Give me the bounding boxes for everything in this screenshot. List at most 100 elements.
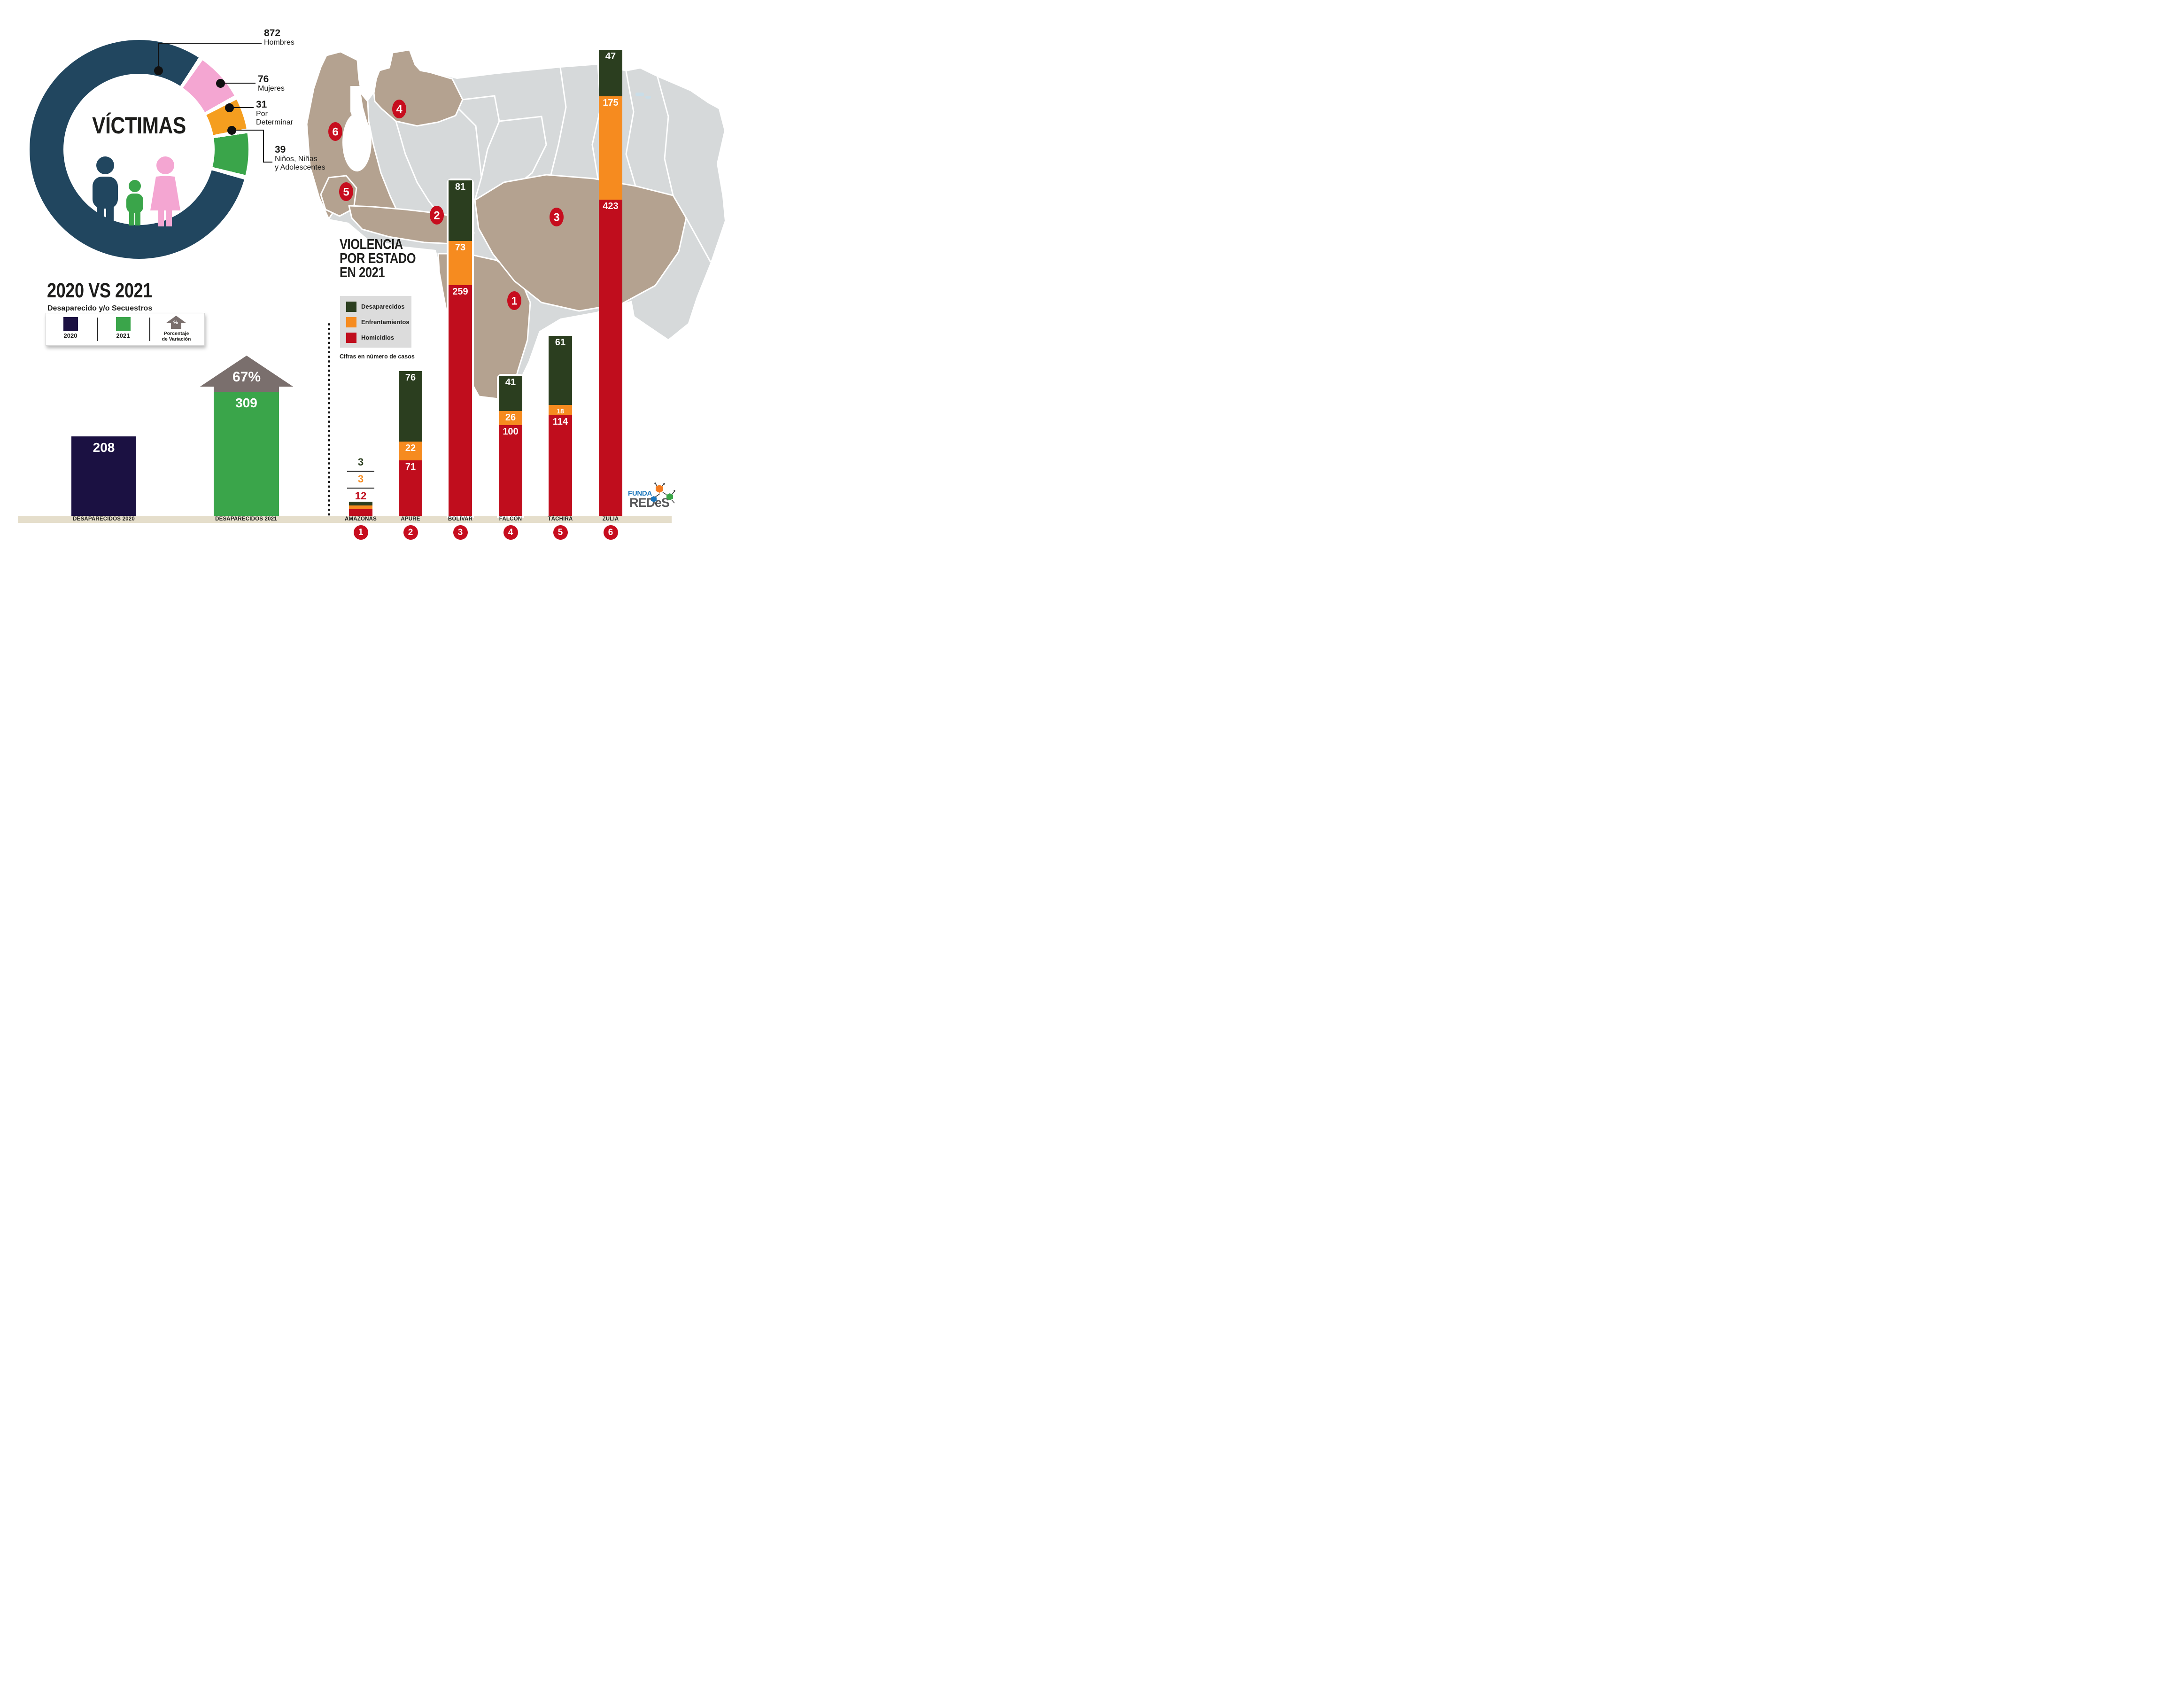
variation-label: Porcentaje de Variación	[162, 331, 191, 342]
child-icon	[126, 180, 143, 225]
man-icon	[93, 156, 118, 226]
axis-strip	[18, 516, 672, 523]
section-divider-dotted	[328, 323, 330, 516]
map-marker-zulia: 6	[328, 122, 342, 141]
map-marker-amazonas: 1	[507, 291, 521, 310]
segment-value: 81	[455, 182, 466, 192]
segment-homicidios-bolívar: 259	[449, 285, 472, 516]
state-bars-container: 3 3 12 AMAZONAS 1 76 22 71 APURE 2 81 73 259 BOLÍVAR 3…	[0, 0, 728, 564]
segment-value: 26	[505, 412, 516, 423]
segment-desaparecidos-falcón: 41	[499, 376, 522, 411]
segment-value: 71	[405, 462, 416, 472]
map-marker-bolivar: 3	[550, 208, 564, 226]
comparison-legend-card: 2020 2021 % Porcentaje de Variación	[46, 313, 205, 346]
segment-value: 18	[557, 407, 564, 415]
strip-marker-táchira: 5	[553, 525, 568, 540]
segment-homicidios-apure: 71	[399, 460, 422, 516]
segment-enfrentamientos-amazonas	[349, 505, 372, 509]
legend-label-2021: 2021	[116, 332, 130, 339]
legend-label-enfrentamientos: Enfrentamientos	[361, 318, 410, 326]
strip-marker-apure: 2	[403, 525, 418, 540]
svg-text:6: 6	[332, 125, 338, 138]
axis-label-amazonas: AMAZONAS	[344, 516, 377, 522]
segment-value: 47	[605, 51, 616, 62]
legend-label-desaparecidos: Desaparecidos	[361, 303, 405, 310]
svg-text:2: 2	[434, 209, 440, 222]
victims-title: VÍCTIMAS	[92, 112, 186, 139]
segment-enfrentamientos-zulia: 175	[599, 96, 622, 200]
segment-desaparecidos-bolívar: 81	[449, 180, 472, 241]
segment-desaparecidos-amazonas	[349, 502, 372, 505]
axis-label-zulia: ZULIA	[602, 516, 619, 522]
stacked-bar-falcón: 41 26 100	[497, 374, 524, 518]
variation-arrow-stem	[171, 323, 181, 329]
map-marker-falcon: 4	[392, 100, 406, 118]
variation-pct-symbol: %	[173, 320, 178, 326]
violence-note: Cifras en número de casos	[340, 353, 415, 360]
segment-enfrentamientos-táchira: 18	[549, 405, 572, 415]
map-lake-maracaibo	[342, 86, 372, 171]
callout-line-por-determinar	[231, 107, 254, 108]
stacked-bar-bolívar: 81 73 259	[447, 179, 474, 518]
legend-label-homicidios: Homicidios	[361, 334, 395, 341]
callout-dot-mujeres	[216, 79, 225, 88]
axis-label-desaparecidos-2021: DESAPARECIDOS 2021	[215, 516, 277, 522]
svg-text:4: 4	[396, 103, 403, 116]
hexagon-orange	[656, 485, 663, 493]
increase-arrow-stem	[214, 385, 279, 392]
segment-enfrentamientos-bolívar: 73	[449, 241, 472, 285]
segment-homicidios-falcón: 100	[499, 425, 522, 516]
callout-dot-ninos	[227, 126, 236, 135]
map-marker-tachira: 5	[339, 182, 353, 201]
bar-desaparecidos-2020: 208	[71, 436, 136, 516]
segment-value: 22	[405, 443, 416, 453]
segment-value: 175	[603, 98, 619, 108]
segment-homicidios-zulia: 423	[599, 200, 622, 516]
comparison-subtitle: Desaparecido y/o Secuestros	[47, 304, 153, 312]
map-marker-apure: 2	[430, 206, 444, 225]
segment-homicidios-táchira: 114	[549, 415, 572, 516]
logo-network-icon	[651, 482, 675, 506]
variation-arrow-icon	[166, 316, 186, 323]
legend-swatch-2020	[63, 317, 78, 331]
increase-arrow-icon	[200, 356, 293, 387]
segment-homicidios-amazonas	[349, 509, 372, 516]
segment-desaparecidos-táchira: 61	[549, 336, 572, 405]
amazonas-value: 3	[357, 456, 364, 468]
label-por-determinar: 31 Por Determinar	[256, 99, 294, 127]
violence-title: VIOLENCIA POR ESTADO EN 2021	[340, 236, 416, 280]
stacked-bar-amazonas	[349, 502, 372, 516]
hexagon-green	[666, 493, 673, 500]
callout-line-ninos	[233, 130, 264, 131]
infographic-canvas: 1 2 3 4 5 6 V	[0, 0, 728, 564]
segment-value: 76	[405, 373, 416, 383]
comparison-title: 2020 VS 2021	[47, 279, 152, 302]
axis-label-desaparecidos-2020: DESAPARECIDOS 2020	[73, 516, 135, 522]
segment-desaparecidos-zulia: 47	[599, 50, 622, 96]
svg-text:5: 5	[343, 186, 349, 198]
callout-line-hombres	[158, 43, 262, 44]
legend-divider-2	[149, 318, 150, 341]
logo-funda-text: FUNDA	[628, 489, 652, 497]
segment-value: 73	[455, 242, 466, 253]
callout-dot-hombres	[154, 66, 163, 75]
axis-label-apure: APURE	[401, 516, 420, 522]
bar-value-2020: 208	[93, 440, 115, 455]
label-hombres: 872 Hombres	[264, 28, 294, 47]
axis-label-bolívar: BOLÍVAR	[448, 516, 473, 522]
axis-label-falcón: FALCÓN	[499, 516, 522, 522]
svg-text:3: 3	[553, 211, 559, 224]
family-icons	[93, 156, 180, 226]
strip-marker-falcón: 4	[503, 525, 518, 540]
callout-line-ninos-h2	[263, 162, 272, 163]
legend-swatch-2021	[116, 317, 131, 331]
segment-value: 41	[505, 377, 516, 388]
amazonas-value: 3	[357, 473, 364, 485]
legend-swatch-desaparecidos	[346, 302, 356, 312]
segment-value: 61	[555, 337, 566, 348]
strip-marker-zulia: 6	[603, 525, 618, 540]
amazonas-separator-line	[347, 488, 374, 489]
map-state-bolivar	[474, 174, 687, 312]
stacked-bar-apure: 76 22 71	[399, 371, 422, 516]
callout-line-ninos-v	[263, 130, 264, 163]
